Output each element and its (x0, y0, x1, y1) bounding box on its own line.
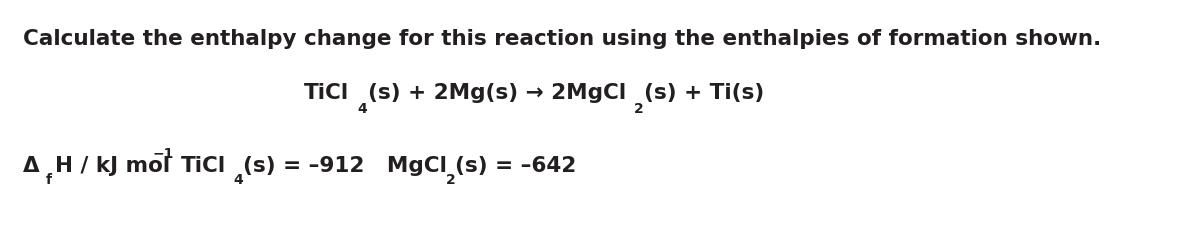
Text: (s) = –912   MgCl: (s) = –912 MgCl (244, 155, 448, 175)
Text: (s) = –642: (s) = –642 (455, 155, 576, 175)
Text: 2: 2 (445, 172, 455, 186)
Text: TiCl: TiCl (180, 155, 226, 175)
Text: −1: −1 (152, 146, 174, 160)
Text: 2: 2 (635, 101, 644, 115)
Text: Δ: Δ (23, 155, 40, 175)
Text: (s) + 2Mg(s) → 2MgCl: (s) + 2Mg(s) → 2MgCl (368, 83, 626, 103)
Text: Calculate the enthalpy change for this reaction using the enthalpies of formatio: Calculate the enthalpy change for this r… (23, 29, 1100, 49)
Text: f: f (46, 172, 52, 186)
Text: (s) + Ti(s): (s) + Ti(s) (643, 83, 763, 103)
Text: 4: 4 (358, 101, 367, 115)
Text: TiCl: TiCl (305, 83, 349, 103)
Text: H / kJ mol: H / kJ mol (55, 155, 169, 175)
Text: 4: 4 (233, 172, 242, 186)
